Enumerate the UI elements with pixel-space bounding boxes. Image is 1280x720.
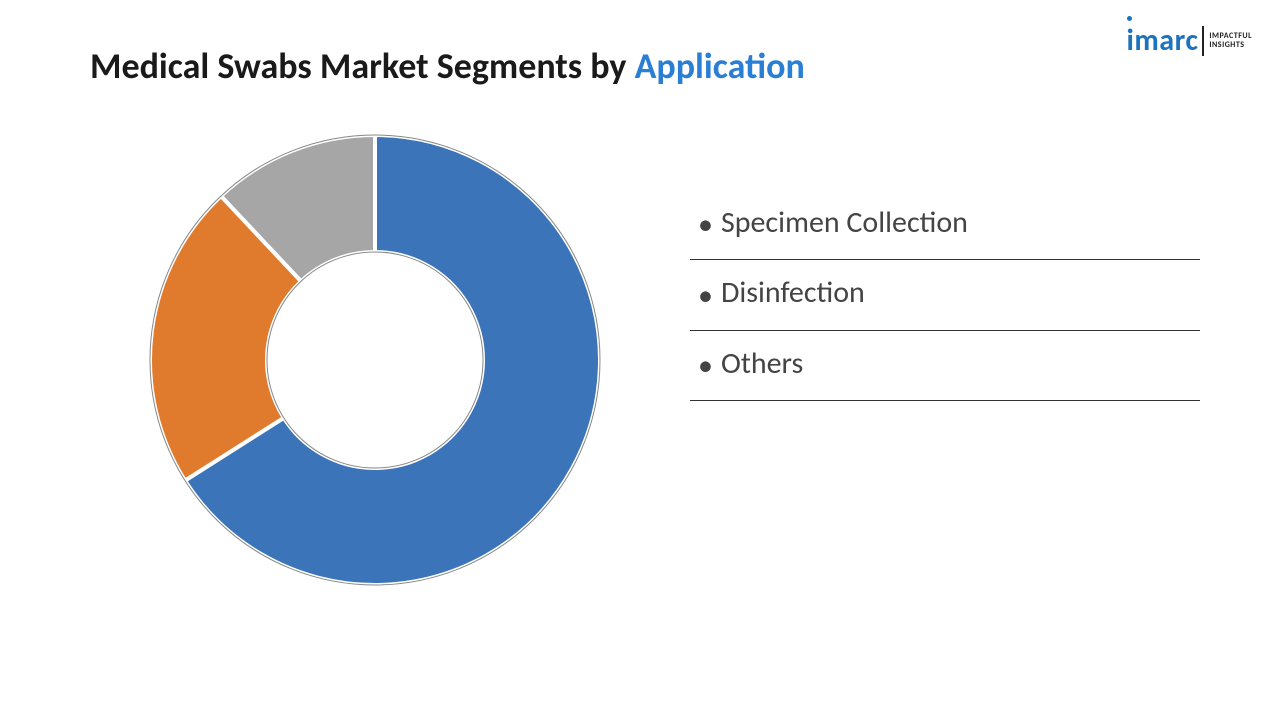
- title-main-text: Medical Swabs Market Segments by: [90, 44, 635, 88]
- legend-label: Specimen Collection: [721, 204, 968, 241]
- bullet-icon: •: [698, 277, 713, 314]
- bullet-icon: •: [698, 347, 713, 384]
- logo-text-content: imarc: [1127, 22, 1199, 59]
- legend-item-specimen-collection: •Specimen Collection: [690, 190, 1200, 260]
- title-accent-text: Application: [635, 44, 805, 88]
- brand-logo: imarc IMPACTFUL INSIGHTS: [1127, 22, 1252, 59]
- donut-inner-outline: [267, 252, 483, 468]
- logo-wordmark: imarc: [1127, 22, 1199, 59]
- legend-item-others: •Others: [690, 331, 1200, 401]
- chart-legend: •Specimen Collection •Disinfection •Othe…: [690, 190, 1200, 401]
- legend-label: Others: [721, 345, 803, 382]
- legend-item-disinfection: •Disinfection: [690, 260, 1200, 330]
- donut-chart-svg: [145, 130, 605, 590]
- donut-chart: [145, 130, 605, 590]
- logo-tagline: IMPACTFUL INSIGHTS: [1209, 32, 1252, 50]
- bullet-icon: •: [698, 206, 713, 243]
- logo-divider-icon: [1202, 26, 1204, 56]
- chart-title: Medical Swabs Market Segments by Applica…: [90, 44, 805, 88]
- legend-label: Disinfection: [721, 274, 865, 311]
- logo-tagline-line2: INSIGHTS: [1209, 41, 1252, 50]
- logo-dot-icon: [1127, 16, 1132, 21]
